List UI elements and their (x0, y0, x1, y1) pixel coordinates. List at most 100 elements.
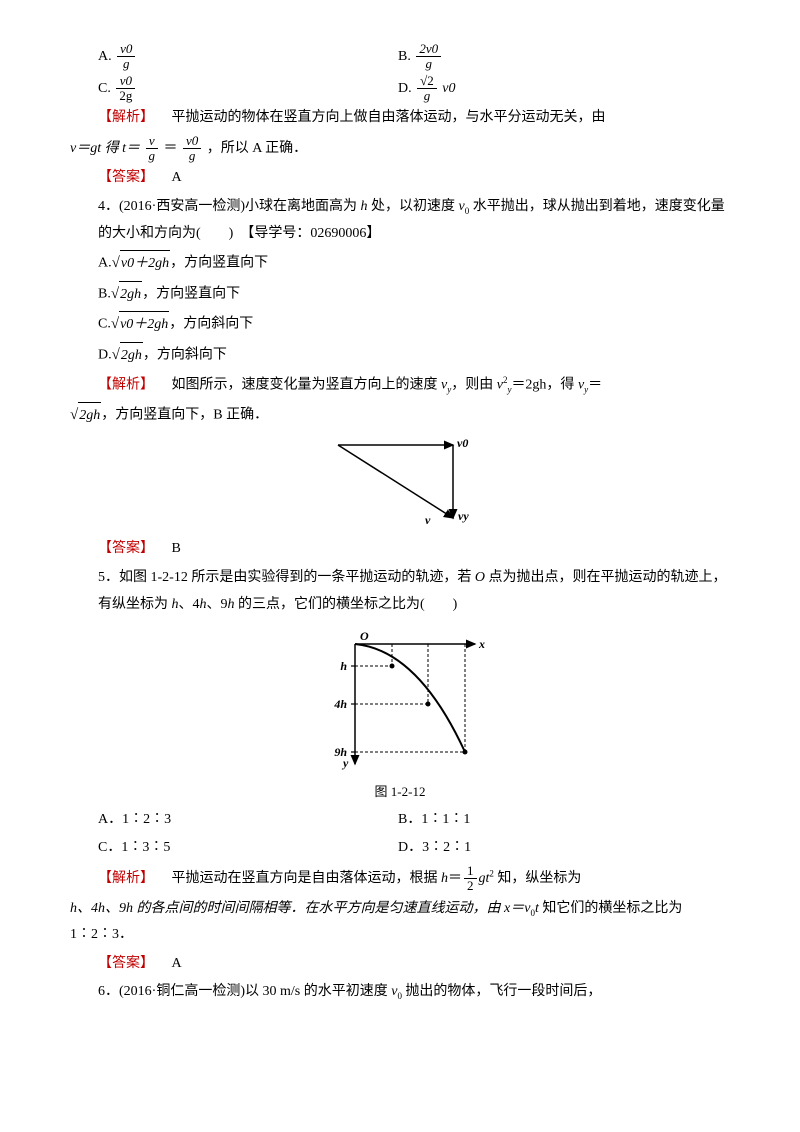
q3-optD-den: g (424, 88, 431, 103)
q4-optD-rad: 2gh (120, 342, 143, 370)
q3-af2-d: g (183, 149, 201, 163)
q3-answer-value: A (158, 170, 182, 185)
q3-optB-den: g (425, 56, 432, 71)
q3-answer: 【答案】 A (70, 165, 730, 192)
svg-text:O: O (360, 629, 369, 643)
q5-an-l2a: h、4h、9h 的各点间的时间间隔相等．在水平方向是匀速直线运动，由 (70, 901, 504, 916)
q5-optC: C．1∶3∶5 (98, 835, 398, 862)
q5-stem-h1: h (172, 597, 179, 612)
q5-stem-c2: 、9 (207, 597, 228, 612)
q4-optC-rad: v0＋2gh (119, 311, 169, 339)
q5-an-fn: 1 (464, 864, 477, 879)
q5-diagram: h4h9hOxy (310, 624, 490, 774)
q5-stem-c1: 、4 (179, 597, 200, 612)
q4-analysis-line2: √2gh，方向竖直向下，B 正确． (70, 401, 730, 430)
q4-stem-a: 4．(2016·西安高一检测)小球在离地面高为 (98, 199, 361, 214)
q4-stem-b: 处，以初速度 (368, 199, 459, 214)
q6-stem: 6．(2016·铜仁高一检测)以 30 m/s 的水平初速度 v0 抛出的物体，… (70, 979, 730, 1006)
analysis-label: 【解析】 (98, 871, 154, 886)
svg-text:4h: 4h (333, 697, 347, 711)
q5-optD: D．3∶2∶1 (398, 835, 730, 862)
q3-optD-num: √2 (420, 73, 434, 88)
radical-icon: √2gh (112, 341, 143, 370)
q4-optA-tail: ，方向竖直向下 (170, 256, 268, 271)
q4-answer: 【答案】 B (70, 536, 730, 563)
q5-optA: A．1∶2∶3 (98, 807, 398, 834)
q3-optC-label: C. (98, 81, 111, 96)
q3-optA-label: A. (98, 49, 112, 64)
q3-optB: B. 2v0 g (398, 42, 730, 72)
analysis-label: 【解析】 (98, 110, 154, 125)
q5-an-x: x＝v (504, 901, 530, 916)
q4-stem: 4．(2016·西安高一检测)小球在离地面高为 h 处，以初速度 v0 水平抛出… (70, 194, 730, 247)
svg-text:v0: v0 (457, 436, 468, 450)
radical-icon: √v0＋2gh (111, 310, 169, 339)
q5-stem: 5．如图 1-2-12 所示是由实验得到的一条平抛运动的轨迹，若 O 点为抛出点… (70, 565, 730, 618)
q5-stem-h3: h (228, 597, 235, 612)
q6-stem-a: 6．(2016·铜仁高一检测)以 30 m/s 的水平初速度 (98, 984, 391, 999)
q3-analysis-line2: v＝gt 得 t＝ v g ＝ v0 g ，所以 A 正确． (70, 134, 730, 164)
q3-analysis-2a: v＝gt 得 t＝ (70, 141, 140, 156)
q4-optB-label: B. (98, 286, 111, 301)
radical-icon: √2gh (111, 280, 142, 309)
q3-optC-frac: v0 2g (116, 74, 135, 104)
q3-optC-den: 2g (119, 88, 132, 103)
q3-analysis-line1: 【解析】 平抛运动的物体在竖直方向上做自由落体运动，与水平分运动无关，由 (70, 105, 730, 132)
answer-label: 【答案】 (98, 170, 154, 185)
q5-stem-a: 5．如图 1-2-12 所示是由实验得到的一条平抛运动的轨迹，若 (98, 570, 475, 585)
q3-optD-frac: √2 g (417, 74, 437, 104)
svg-text:y: y (341, 756, 349, 770)
q3-optB-label: B. (398, 49, 411, 64)
q4-analysis-line1: 【解析】 如图所示，速度变化量为竖直方向上的速度 vy，则由 v2y＝2gh，得… (70, 372, 730, 399)
q3-af1-n: v (146, 134, 159, 149)
q4-optA-rad: v0＋2gh (120, 250, 170, 278)
q3-optA-frac: v0 g (117, 42, 135, 72)
q5-an-gt: gt (479, 871, 490, 886)
q4-optA: A.√v0＋2gh，方向竖直向下 (70, 249, 730, 278)
q3-optD: D. √2 g v0 (398, 74, 730, 104)
q5-an-2: 知，纵坐标为 (494, 871, 582, 886)
q3-row2: C. v0 2g D. √2 g v0 (70, 74, 730, 104)
q3-af2-n: v0 (183, 134, 201, 149)
q4-diagram: v0vvy (323, 435, 478, 530)
q4-an-1: 如图所示，速度变化量为竖直方向上的速度 (158, 377, 442, 392)
q3-analysis-frac2: v0 g (183, 134, 201, 164)
q5-answer: 【答案】 A (70, 951, 730, 978)
svg-text:x: x (478, 637, 485, 651)
q4-optA-label: A. (98, 256, 112, 271)
answer-label: 【答案】 (98, 541, 154, 556)
q3-analysis-eq: ＝ (164, 141, 178, 156)
q5-answer-value: A (158, 956, 182, 971)
q3-analysis-text1: 平抛运动的物体在竖直方向上做自由落体运动，与水平分运动无关，由 (158, 110, 606, 125)
q3-optB-frac: 2v0 g (416, 42, 441, 72)
q6-stem-b: 抛出的物体，飞行一段时间后， (402, 984, 602, 999)
q5-stem-O: O (475, 570, 485, 585)
q4-optC: C.√v0＋2gh，方向斜向下 (70, 310, 730, 339)
q3-analysis-2b: ，所以 A 正确． (207, 141, 307, 156)
q3-row1: A. v0 g B. 2v0 g (70, 42, 730, 72)
answer-label: 【答案】 (98, 956, 154, 971)
analysis-label: 【解析】 (98, 377, 154, 392)
q5-opt-row2: C．1∶3∶5 D．3∶2∶1 (70, 835, 730, 862)
q4-an-3: ＝2gh，得 (511, 377, 578, 392)
q5-an-frac: 12 (464, 864, 477, 894)
q4-stem-h: h (361, 199, 368, 214)
q4-answer-value: B (158, 541, 181, 556)
q4-optD: D.√2gh，方向斜向下 (70, 341, 730, 370)
q3-optA-num: v0 (120, 41, 132, 56)
svg-text:v: v (425, 513, 431, 527)
q5-an-fd: 2 (464, 879, 477, 893)
q4-optB-tail: ，方向竖直向下 (142, 286, 240, 301)
q4-an-4: ＝ (588, 377, 602, 392)
q5-analysis-line1: 【解析】 平抛运动在竖直方向是自由落体运动，根据 h＝12gt2 知，纵坐标为 (70, 864, 730, 894)
q4-optD-tail: ，方向斜向下 (143, 347, 227, 362)
q3-optC: C. v0 2g (98, 74, 398, 104)
q5-fig-caption: 图 1-2-12 (70, 780, 730, 805)
q4-optC-tail: ，方向斜向下 (169, 317, 253, 332)
q5-stem-d: 的三点，它们的横坐标之比为( ) (235, 597, 458, 612)
q4-an-2: ，则由 (451, 377, 497, 392)
q3-af1-d: g (146, 149, 159, 163)
q5-an-1: 平抛运动在竖直方向是自由落体运动，根据 (158, 871, 442, 886)
q4-optD-label: D. (98, 347, 112, 362)
svg-text:h: h (340, 659, 347, 673)
